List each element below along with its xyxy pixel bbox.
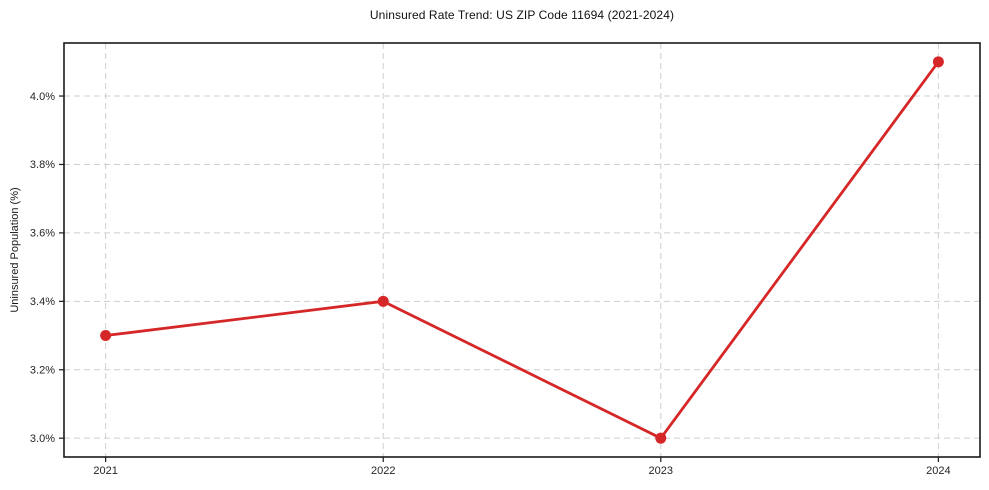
x-tick-label: 2022 xyxy=(371,465,395,477)
y-tick-label: 3.2% xyxy=(30,364,55,376)
data-point xyxy=(377,295,389,307)
data-point xyxy=(100,330,112,342)
data-line xyxy=(104,60,940,440)
y-tick-label: 3.4% xyxy=(30,296,55,308)
plot-border xyxy=(63,42,981,458)
x-tick-label: 2024 xyxy=(926,465,950,477)
y-tick-label: 3.6% xyxy=(30,228,55,240)
y-tick-label: 4.0% xyxy=(30,91,55,103)
x-tick-label: 2021 xyxy=(93,465,117,477)
x-tick-label: 2023 xyxy=(649,465,673,477)
chart-title: Uninsured Rate Trend: US ZIP Code 11694 … xyxy=(369,8,675,22)
data-point xyxy=(932,56,944,68)
data-point xyxy=(655,432,667,444)
y-tick-label: 3.8% xyxy=(30,159,55,171)
y-tick-label: 3.0% xyxy=(30,433,55,445)
